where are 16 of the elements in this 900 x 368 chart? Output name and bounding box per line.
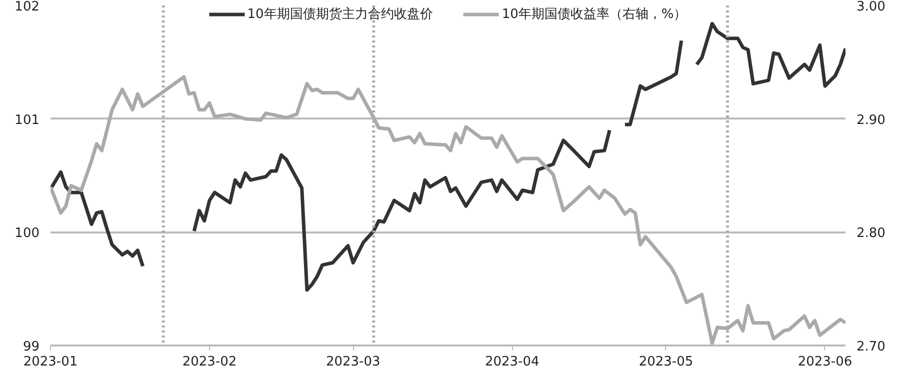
y-tick-label: 99 (22, 340, 40, 354)
y-tick-label: 102 (14, 0, 40, 14)
y2-tick-label: 2.80 (856, 226, 886, 242)
x-tick-label: 2023-02 (182, 354, 237, 368)
y2-tick-label: 2.70 (856, 340, 886, 354)
legend-label: 10年期国债期货主力合约收盘价 (247, 6, 433, 23)
x-tick-label: 2023-03 (326, 354, 380, 368)
y-tick-label: 101 (14, 112, 40, 128)
y2-tick-label: 3.00 (856, 0, 886, 14)
legend-label: 10年期国债收益率（右轴，%） (502, 6, 687, 23)
x-tick-label: 2023-01 (23, 354, 78, 368)
x-tick-label: 2023-04 (484, 354, 540, 368)
x-tick-label: 2023-05 (638, 354, 694, 368)
y2-tick-label: 2.90 (856, 112, 886, 128)
y-tick-label: 100 (14, 226, 40, 242)
x-tick-label: 2023-06 (798, 354, 852, 368)
